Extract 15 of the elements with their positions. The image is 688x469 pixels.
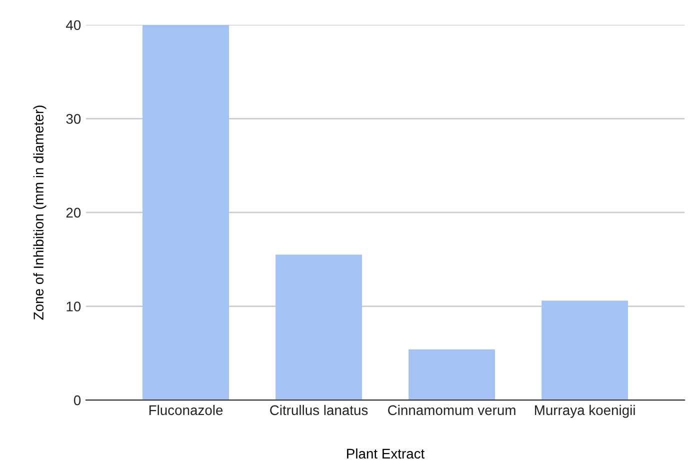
x-tick-label: Murraya koenigii <box>534 404 635 418</box>
x-axis-title: Plant Extract <box>347 448 425 459</box>
y-tick-label: 30 <box>66 114 81 124</box>
y-tick-label: 10 <box>66 302 81 312</box>
bar <box>142 24 229 400</box>
x-tick-label: Citrullus lanatus <box>270 404 368 416</box>
y-axis-title: Zone of Inhibition (mm in diameter) <box>33 106 46 320</box>
y-tick-label: 0 <box>74 395 81 406</box>
y-tick-label: 20 <box>66 208 81 218</box>
bar <box>542 300 628 400</box>
x-tick-label: Fluconazole <box>149 404 223 416</box>
x-tick-label: Cinnamomum verum <box>388 404 516 416</box>
bar <box>276 254 362 400</box>
bar <box>408 349 496 400</box>
y-tick-label: 40 <box>66 20 81 30</box>
